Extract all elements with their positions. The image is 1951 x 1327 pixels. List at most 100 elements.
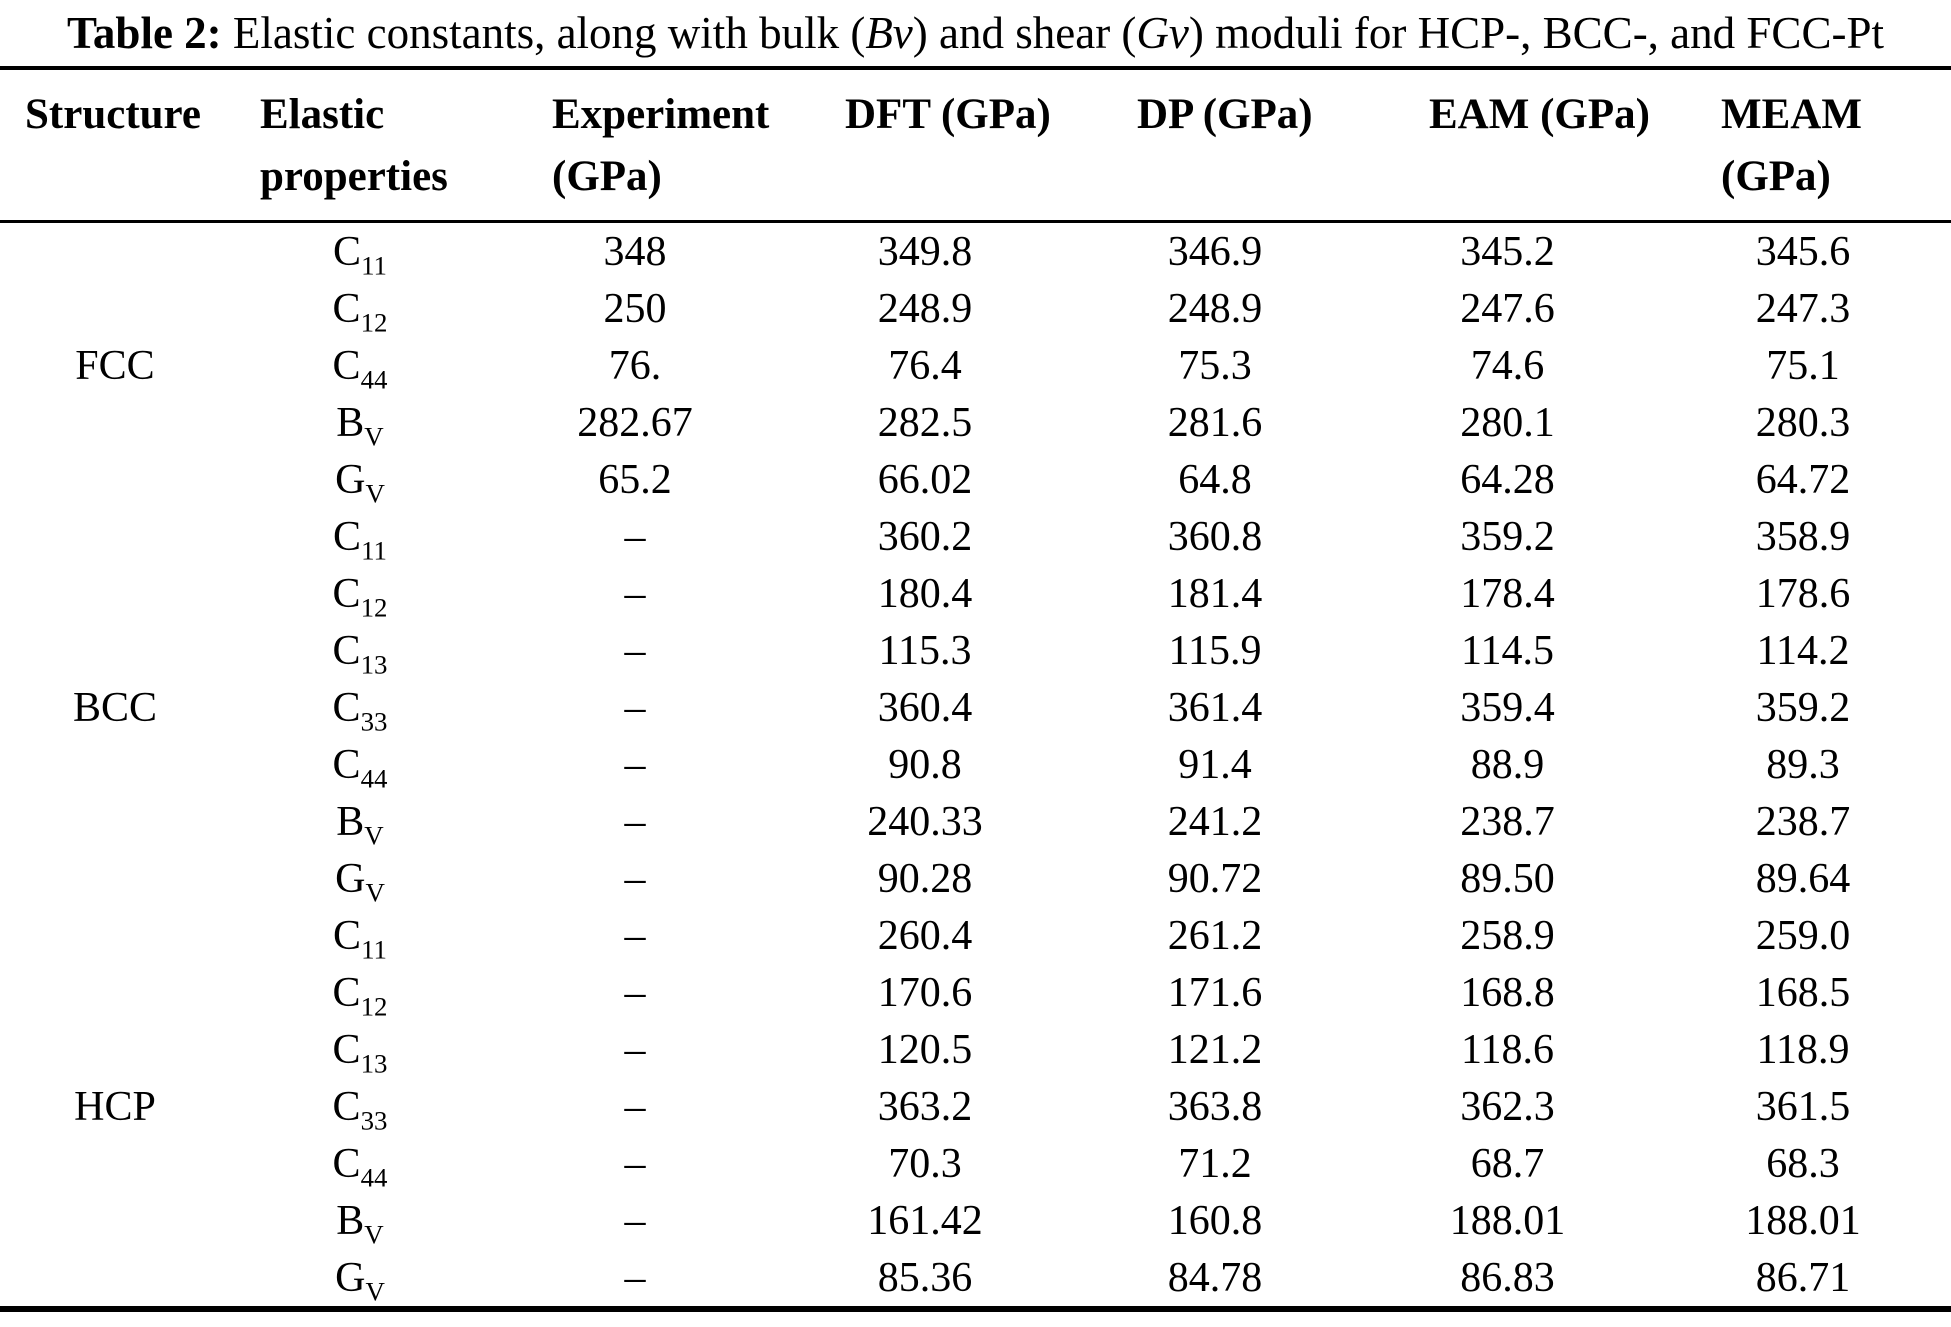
value-cell: 282.5 <box>877 399 973 446</box>
property-subscript: 33 <box>360 1104 388 1135</box>
table-row: BV – 161.42 160.8 188.01 188.01 <box>0 1192 1951 1249</box>
table-row: C33 – 360.4 361.4 359.4 359.2 <box>0 679 1951 736</box>
column-header-dft: DFT (GPa) <box>780 68 1070 223</box>
elastic-property-label: BV <box>336 1197 384 1249</box>
value-cell: – <box>624 513 646 560</box>
elastic-property-label: C11 <box>333 228 387 280</box>
value-cell: 348 <box>603 228 667 275</box>
value-cell: – <box>624 1140 646 1187</box>
value-cell: 71.2 <box>1178 1140 1252 1187</box>
property-subscript: 13 <box>360 1047 388 1078</box>
value-cell: 240.33 <box>867 798 983 845</box>
value-cell: 76.4 <box>888 342 962 389</box>
column-header-structure: Structure <box>0 68 230 223</box>
value-cell: 360.8 <box>1167 513 1263 560</box>
value-cell: – <box>624 741 646 788</box>
value-cell: – <box>624 1026 646 1073</box>
value-cell: 358.9 <box>1755 513 1851 560</box>
table-row: C12 250 248.9 248.9 247.6 247.3 <box>0 280 1951 337</box>
value-cell: 121.2 <box>1167 1026 1263 1073</box>
value-cell: – <box>624 1083 646 1130</box>
value-cell: – <box>624 1197 646 1244</box>
value-cell: 238.7 <box>1755 798 1851 845</box>
value-cell: 86.71 <box>1755 1254 1851 1301</box>
header-row: Structure Elastic properties Experiment … <box>0 68 1951 223</box>
value-cell: 359.4 <box>1460 684 1555 731</box>
value-cell: 259.0 <box>1755 912 1851 959</box>
value-cell: 359.2 <box>1755 684 1851 731</box>
elastic-property-label: GV <box>335 456 385 508</box>
table-row: C13 – 120.5 121.2 118.6 118.9 <box>0 1021 1951 1078</box>
value-cell: 76. <box>608 342 662 389</box>
table-row: GV 65.2 66.02 64.8 64.28 64.72 <box>0 451 1951 508</box>
elastic-constants-table: Structure Elastic properties Experiment … <box>0 66 1951 1312</box>
value-cell: 64.72 <box>1755 456 1851 503</box>
value-cell: 64.8 <box>1178 456 1252 503</box>
elastic-property-label: C44 <box>332 1140 388 1192</box>
value-cell: 161.42 <box>867 1197 983 1244</box>
value-cell: 115.3 <box>878 627 972 674</box>
property-subscript: 12 <box>360 591 388 622</box>
value-cell: 248.9 <box>1167 285 1263 332</box>
column-header-dp: DP (GPa) <box>1070 68 1360 223</box>
value-cell: – <box>624 570 646 617</box>
column-header-experiment: Experiment (GPa) <box>490 68 780 223</box>
value-cell: 114.2 <box>1756 627 1850 674</box>
value-cell: 359.2 <box>1460 513 1555 560</box>
value-cell: 68.3 <box>1766 1140 1840 1187</box>
value-cell: – <box>624 1254 646 1301</box>
value-cell: 248.9 <box>877 285 973 332</box>
structure-group-label: HCP <box>74 1083 156 1130</box>
property-subscript: 13 <box>360 648 388 679</box>
header-line: (GPa) <box>1721 153 1831 200</box>
property-subscript: 44 <box>360 363 388 394</box>
value-cell: 281.6 <box>1167 399 1263 446</box>
table-caption: Table 2: Elastic constants, along with b… <box>0 0 1951 66</box>
value-cell: 349.8 <box>877 228 973 275</box>
property-subscript: V <box>365 876 385 907</box>
value-cell: 363.8 <box>1167 1083 1263 1130</box>
elastic-property-label: C12 <box>332 969 388 1021</box>
elastic-property-label: C12 <box>332 570 388 622</box>
structure-group-label: BCC <box>72 684 158 731</box>
elastic-property-label: C13 <box>332 1026 388 1078</box>
elastic-property-label: BV <box>336 399 384 451</box>
value-cell: 345.6 <box>1755 228 1851 275</box>
value-cell: 75.3 <box>1178 342 1252 389</box>
elastic-property-label: C13 <box>332 627 388 679</box>
value-cell: 114.5 <box>1461 627 1554 674</box>
value-cell: 90.28 <box>877 855 973 902</box>
table-caption-label: Table 2: <box>67 8 222 58</box>
property-subscript: 11 <box>361 534 387 565</box>
table-row: C33 – 363.2 363.8 362.3 361.5 <box>0 1078 1951 1135</box>
table-caption-shear-symbol: Gv <box>1136 8 1189 58</box>
table-row: HCP C11 – 260.4 261.2 258.9 259.0 <box>0 907 1951 1130</box>
property-subscript: 33 <box>360 705 388 736</box>
value-cell: 282.67 <box>577 399 693 446</box>
value-cell: 181.4 <box>1167 570 1263 617</box>
value-cell: 66.02 <box>877 456 973 503</box>
property-subscript: 44 <box>360 1161 388 1192</box>
value-cell: 120.5 <box>877 1026 973 1073</box>
table-caption-bulk-symbol: Bv <box>865 8 913 58</box>
value-cell: 86.83 <box>1460 1254 1555 1301</box>
value-cell: 89.3 <box>1766 741 1840 788</box>
table-row: BV – 240.33 241.2 238.7 238.7 <box>0 793 1951 850</box>
value-cell: 346.9 <box>1167 228 1263 275</box>
value-cell: 280.3 <box>1755 399 1851 446</box>
table-body: FCC C11 348 349.8 346.9 345.2 345.6 C12 250 248.9… <box>0 222 1951 1310</box>
column-header-meam: MEAM (GPa) <box>1655 68 1951 223</box>
table-header: Structure Elastic properties Experiment … <box>0 68 1951 223</box>
elastic-property-label: C11 <box>333 513 387 565</box>
elastic-property-label: GV <box>335 855 385 907</box>
header-line: Structure <box>25 91 201 138</box>
value-cell: 238.7 <box>1460 798 1555 845</box>
value-cell: 361.4 <box>1167 684 1263 731</box>
value-cell: 241.2 <box>1167 798 1263 845</box>
value-cell: 247.6 <box>1460 285 1555 332</box>
table-caption-text-1: Elastic constants, along with bulk ( <box>221 8 866 58</box>
header-line: MEAM <box>1721 91 1862 138</box>
value-cell: 89.64 <box>1755 855 1851 902</box>
elastic-property-label: C12 <box>332 285 388 337</box>
value-cell: 70.3 <box>888 1140 962 1187</box>
